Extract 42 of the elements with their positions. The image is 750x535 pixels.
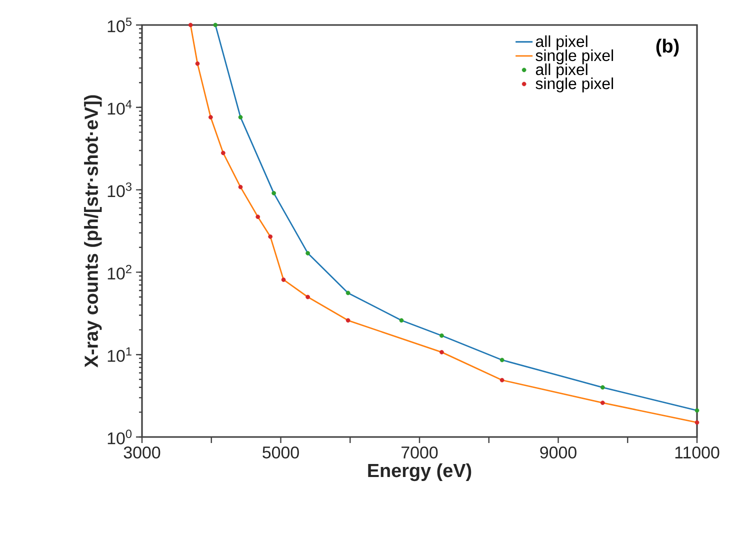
point bbox=[440, 350, 444, 354]
point bbox=[500, 378, 504, 382]
y-tick-label: 10$^{4}$ bbox=[108, 100, 132, 115]
y-axis-title: X-ray counts (ph/[str·shot·eV]) bbox=[84, 95, 102, 368]
x-tick-label: 9000 bbox=[540, 446, 576, 458]
x-tick-label: 7000 bbox=[402, 446, 438, 458]
point bbox=[220, 150, 226, 156]
point bbox=[694, 420, 700, 425]
point bbox=[268, 234, 273, 239]
point bbox=[346, 290, 350, 296]
x-tick-label: 11000 bbox=[675, 446, 720, 458]
y-tick-label: 10$^{0}$ bbox=[108, 430, 132, 444]
legend-label: all pixel bbox=[536, 35, 588, 50]
point bbox=[399, 318, 404, 323]
point bbox=[195, 61, 200, 66]
point bbox=[346, 318, 350, 323]
point bbox=[600, 385, 605, 390]
point bbox=[188, 22, 193, 28]
point bbox=[208, 115, 213, 120]
x-tick-label: 3000 bbox=[124, 446, 160, 458]
point bbox=[238, 115, 243, 120]
point bbox=[281, 278, 286, 282]
x-axis-title: Energy (eV) bbox=[368, 463, 472, 482]
point bbox=[272, 190, 276, 196]
point bbox=[694, 408, 700, 413]
y-tick-label: 10$^{5}$ bbox=[108, 18, 132, 32]
x-tick-label: 5000 bbox=[262, 446, 299, 458]
point bbox=[256, 214, 260, 220]
point bbox=[306, 294, 310, 300]
annotation: (b) bbox=[656, 38, 679, 56]
point bbox=[213, 22, 218, 28]
y-tick-label: 10$^{2}$ bbox=[108, 264, 132, 280]
legend-label: single pixel bbox=[536, 77, 614, 92]
y-tick-label: 10$^{3}$ bbox=[108, 182, 132, 198]
point bbox=[238, 184, 243, 190]
legend-label: single pixel bbox=[536, 49, 614, 64]
point bbox=[306, 251, 310, 256]
y-tick-label: 10$^{1}$ bbox=[108, 347, 132, 362]
point bbox=[440, 333, 444, 338]
point bbox=[600, 400, 605, 405]
legend-label: all pixel bbox=[536, 63, 588, 78]
point bbox=[500, 358, 504, 362]
